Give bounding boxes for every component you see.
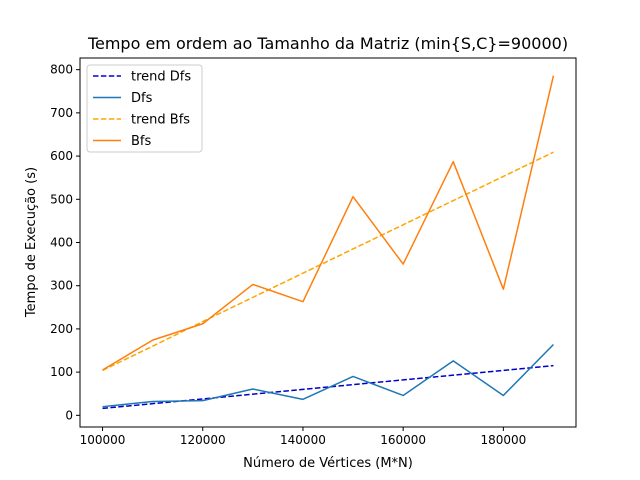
x-tick-label: 120000: [180, 433, 226, 447]
series-line-dfs: [102, 343, 554, 408]
y-tick-label: 600: [50, 149, 73, 163]
x-tick-label: 160000: [380, 433, 426, 447]
y-tick-label: 500: [50, 192, 73, 206]
x-tick-label: 140000: [280, 433, 326, 447]
legend-label-trend-bfs: trend Bfs: [131, 113, 190, 128]
y-tick-label: 800: [50, 63, 73, 77]
y-axis-label: Tempo de Execução (s): [24, 167, 39, 318]
x-tick-label: 180000: [480, 433, 526, 447]
y-tick-label: 200: [50, 322, 73, 336]
x-tick-label: 100000: [80, 433, 126, 447]
legend-label-trend-dfs: trend Dfs: [131, 70, 191, 85]
chart-title: Tempo em ordem ao Tamanho da Matriz (min…: [87, 34, 568, 53]
series-layer: [102, 75, 555, 410]
legend-label-dfs: Dfs: [131, 91, 153, 106]
legend-label-bfs: Bfs: [131, 134, 151, 149]
y-tick-label: 700: [50, 106, 73, 120]
y-tick-label: 300: [50, 279, 73, 293]
y-axis: 0 100 200 300 400 500 600 700 800: [50, 63, 80, 422]
x-axis: 100000 120000 140000 160000 180000: [80, 427, 526, 447]
y-tick-label: 100: [50, 365, 73, 379]
series-line-trend-bfs: [102, 151, 554, 372]
y-tick-label: 400: [50, 236, 73, 250]
legend: trend Dfs Dfs trend Bfs Bfs: [86, 64, 203, 153]
x-axis-label: Número de Vértices (M*N): [243, 456, 413, 471]
series-line-bfs: [102, 75, 555, 371]
y-tick-label: 0: [65, 408, 73, 422]
legend-box: [86, 64, 203, 153]
